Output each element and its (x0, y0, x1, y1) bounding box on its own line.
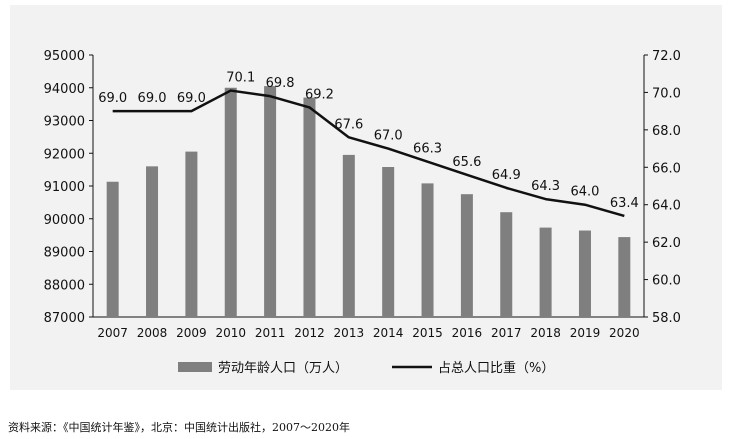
data-label: 69.8 (266, 76, 295, 91)
x-tick-label: 2012 (294, 326, 325, 340)
left-tick-label: 92000 (44, 147, 85, 162)
data-label: 66.3 (413, 142, 442, 157)
bar (224, 87, 237, 317)
right-tick-label: 64.0 (652, 199, 681, 214)
data-label: 65.6 (452, 155, 481, 170)
bar (264, 86, 277, 317)
right-tick-label: 66.0 (652, 161, 681, 176)
bar (382, 167, 395, 317)
left-tick-label: 91000 (44, 180, 85, 195)
data-label: 64.0 (570, 185, 599, 200)
data-label: 70.1 (226, 71, 255, 86)
chart: 87000 88000 89000 90000 91000 92000 93000 94000… (44, 49, 681, 376)
x-tick-label: 2011 (255, 326, 286, 340)
right-tick-label: 62.0 (652, 236, 681, 251)
data-label: 63.4 (610, 196, 639, 211)
right-tick-label: 72.0 (652, 49, 681, 64)
bar (146, 166, 159, 317)
x-tick-label: 2008 (137, 326, 168, 340)
bar (342, 154, 355, 317)
right-tick-label: 70.0 (652, 86, 681, 101)
bar (106, 181, 119, 317)
bar (185, 151, 198, 317)
x-tick-label: 2017 (491, 326, 522, 340)
data-label: 67.6 (334, 117, 363, 132)
left-tick-label: 94000 (44, 82, 85, 97)
x-tick-label: 2009 (176, 326, 207, 340)
bar (500, 212, 513, 317)
legend-line-label: 占总人口比重（%） (438, 360, 554, 376)
x-tick-label: 2010 (215, 326, 246, 340)
legend-bar-swatch (178, 362, 212, 372)
x-tick-label: 2019 (570, 326, 601, 340)
x-tick-label: 2014 (373, 326, 404, 340)
data-label: 69.0 (177, 91, 206, 106)
bar (421, 183, 434, 317)
x-tick-label: 2007 (97, 326, 128, 340)
right-tick-label: 60.0 (652, 274, 681, 289)
left-tick-label: 93000 (44, 115, 85, 130)
bar (460, 194, 473, 317)
legend-bar-label: 劳动年龄人口（万人） (218, 360, 348, 376)
left-tick-label: 89000 (44, 246, 85, 261)
x-tick-label: 2015 (412, 326, 443, 340)
left-tick-label: 95000 (44, 49, 85, 64)
left-tick-label: 88000 (44, 278, 85, 293)
right-tick-label: 68.0 (652, 124, 681, 139)
x-tick-label: 2020 (609, 326, 640, 340)
bar (539, 227, 552, 317)
left-tick-label: 87000 (44, 311, 85, 326)
bar (578, 230, 591, 317)
data-label: 69.0 (98, 91, 127, 106)
data-label: 69.0 (138, 91, 167, 106)
chart-frame: 87000 88000 89000 90000 91000 92000 93000 94000… (10, 5, 722, 390)
x-tick-label: 2016 (452, 326, 483, 340)
bar (303, 97, 316, 317)
ratio-line (112, 89, 625, 218)
data-label: 64.9 (492, 168, 521, 183)
x-tick-label: 2013 (334, 326, 365, 340)
data-label: 69.2 (305, 87, 334, 102)
left-tick-label: 90000 (44, 213, 85, 228)
data-label: 67.0 (374, 129, 403, 144)
right-tick-label: 58.0 (652, 311, 681, 326)
source-note: 资料来源：《中国统计年鉴》，北京：中国统计出版社，2007～2020年 (8, 421, 350, 434)
x-tick-label: 2018 (530, 326, 561, 340)
data-label: 64.3 (531, 179, 560, 194)
bar (618, 237, 631, 317)
